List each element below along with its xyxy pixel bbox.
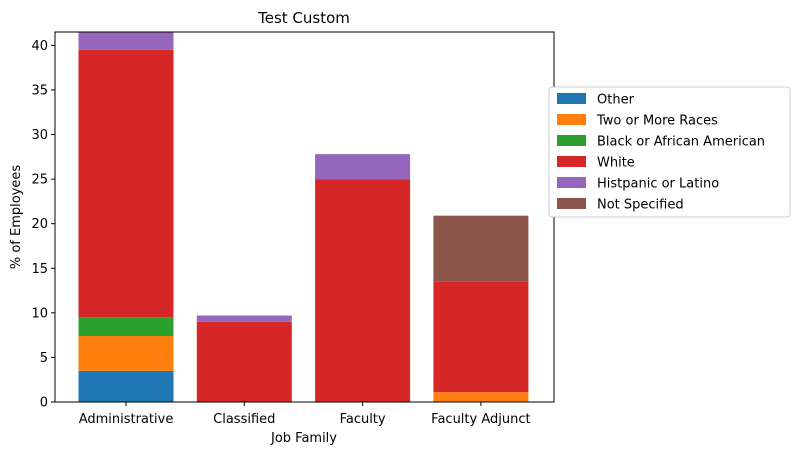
bars-group [78,32,529,402]
x-axis: Administrative Classified Faculty Faculty A… [79,402,531,427]
bar-segment [78,49,174,318]
bar-segment [433,281,529,393]
y-tick-label: 40 [31,39,48,54]
legend-swatch [557,198,586,209]
bar-segment [196,315,292,322]
x-axis-label: Job Family [270,431,337,446]
y-tick-label: 30 [31,128,48,143]
legend-label: Histpanic or Latino [597,177,719,192]
y-tick-label: 5 [40,351,48,366]
y-tick-label: 0 [40,396,48,411]
bar-segment [78,370,174,402]
x-tick-label: Faculty [340,412,386,427]
bar-segment [433,392,529,402]
legend-swatch [557,93,586,104]
legend-label: Other [597,93,635,108]
y-tick-label: 15 [31,262,48,277]
legend-swatch [557,156,586,167]
chart-title: Test Custom [257,9,350,27]
x-tick-label: Faculty Adjunct [431,412,530,427]
bar-segment [78,32,174,50]
legend-label: Black or African American [597,135,765,150]
bar-segment [315,179,411,402]
legend-label: Two or More Races [596,114,718,129]
legend: Other Two or More Races Black or African A… [548,86,791,218]
legend-label: Not Specified [597,198,684,213]
legend-swatch [557,177,586,188]
y-axis-label: % of Employees [9,165,24,270]
x-tick-label: Administrative [79,412,174,427]
y-tick-label: 25 [31,173,48,188]
legend-swatch [557,114,586,125]
legend-label: White [597,156,635,171]
x-tick-label: Classified [213,412,275,427]
bar-segment [78,317,174,337]
y-tick-label: 20 [31,217,48,232]
legend-swatch [557,135,586,146]
y-tick-label: 35 [31,83,48,98]
y-axis: 0 5 10 15 20 25 30 35 40 [31,39,55,411]
legend-frame [548,86,791,218]
bar-segment [315,154,411,180]
y-tick-label: 10 [31,306,48,321]
bar-segment [196,321,292,402]
bar-segment [78,336,174,371]
bar-segment [433,215,529,282]
